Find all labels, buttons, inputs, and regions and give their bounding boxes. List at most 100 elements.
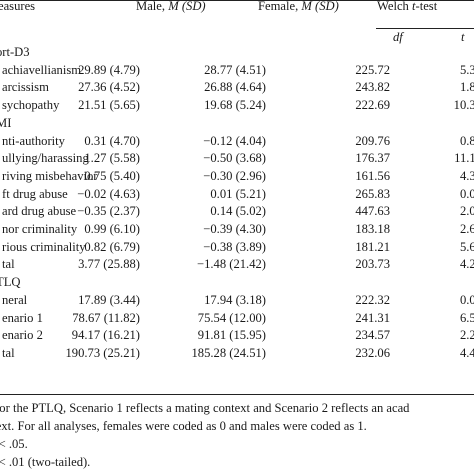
row-female-value: 26.88 (4.64)	[204, 80, 266, 95]
row-label: tal	[2, 257, 15, 272]
note-line-3: p < .05.	[0, 435, 28, 453]
row-female-value: −0.39 (4.30)	[203, 222, 266, 236]
row-t-value: 6.53	[459, 310, 474, 325]
table-row: nti-authority 0.31 (4.70) −0.12 (4.04) 209.…	[0, 134, 474, 151]
row-df-value: 222.32	[355, 292, 390, 307]
row-male-value: 29.89 (4.79)	[78, 62, 140, 77]
table-bottom-rule	[0, 394, 474, 395]
row-t-value: 0.02	[459, 292, 474, 307]
row-female-value: 185.28 (24.51)	[191, 345, 266, 360]
row-df-value: 234.57	[355, 328, 390, 343]
header-male: Male, M (SD)	[136, 0, 206, 14]
row-label: enario 1	[2, 310, 43, 325]
row-label: ort-D3	[0, 45, 30, 59]
row-label: nti-authority	[2, 133, 65, 148]
table-row: riving misbehavior 0.75 (5.40) −0.30 (2.96…	[0, 169, 474, 186]
row-male-value: 0.82 (6.79)	[84, 239, 140, 254]
row-df-value: 181.21	[355, 239, 390, 254]
row-df-value: 161.56	[355, 168, 390, 183]
header-male-prefix: Male,	[136, 0, 169, 13]
table-row: sychopathy 21.51 (5.65) 19.68 (5.24) 222.69…	[0, 98, 474, 115]
header-sub-rule	[376, 28, 474, 29]
row-male-value: 0.75 (5.40)	[84, 168, 140, 183]
row-label: tal	[2, 345, 15, 360]
row-df-value: 241.31	[355, 310, 390, 325]
table-row: TLQ	[0, 275, 474, 292]
row-label: TLQ	[0, 275, 21, 290]
row-female-value: −1.48 (21.42)	[196, 257, 266, 272]
row-male-value: −0.02 (4.63)	[77, 186, 140, 201]
row-label: neral	[2, 292, 28, 307]
row-female-value: 28.77 (4.51)	[204, 62, 266, 77]
header-welch-prefix: Welch	[377, 0, 413, 13]
table-row: tal 190.73 (25.21) 185.28 (24.51) 232.06 4.4…	[0, 346, 474, 363]
row-label: MI	[0, 115, 12, 130]
row-df-value: 225.72	[355, 62, 390, 77]
row-female-value: −0.50 (3.68)	[203, 151, 266, 166]
row-label: enario 2	[2, 328, 43, 343]
header-welch: Welch t-test	[377, 0, 437, 14]
row-female-value: 0.01 (5.21)	[210, 186, 266, 201]
row-t-value: 10.33	[453, 98, 474, 113]
note-line-4: p < .01 (two-tailed).	[0, 453, 90, 471]
row-label: riving misbehavior	[2, 168, 98, 183]
row-t-value: 0.09	[459, 186, 474, 201]
row-df-value: 176.37	[355, 151, 390, 166]
row-label: ard drug abuse	[2, 204, 77, 219]
table-row: ft drug abuse −0.02 (4.63) 0.01 (5.21) 265.…	[0, 187, 474, 204]
row-male-value: 0.31 (4.70)	[84, 133, 140, 148]
row-t-value: 11.18	[454, 151, 474, 166]
table-row: tal 3.77 (25.88) −1.48 (21.42) 203.73 4.26	[0, 257, 474, 274]
header-female-prefix: Female,	[258, 0, 302, 13]
row-female-value: −0.12 (4.04)	[203, 133, 266, 148]
row-t-value: 0.83	[459, 133, 474, 148]
table-row: neral 17.89 (3.44) 17.94 (3.18) 222.32 0.02	[0, 293, 474, 310]
row-label: rious criminality	[2, 239, 86, 254]
row-male-value: 21.51 (5.65)	[78, 98, 140, 113]
row-female-value: 0.14 (5.02)	[210, 204, 266, 219]
table-row: arcissism 27.36 (4.52) 26.88 (4.64) 243.82 1…	[0, 80, 474, 97]
row-df-value: 243.82	[355, 80, 390, 95]
row-df-value: 265.83	[355, 186, 390, 201]
header-welch-t: t	[412, 0, 416, 13]
row-male-value: 3.77 (25.88)	[78, 257, 140, 272]
row-male-value: 1.27 (5.58)	[84, 151, 140, 166]
table-row: nor criminality 0.99 (6.10) −0.39 (4.30) 18…	[0, 222, 474, 239]
row-female-value: −0.38 (3.89)	[203, 239, 266, 254]
row-t-value: 5.64	[459, 239, 474, 254]
row-t-value: 2.01	[459, 204, 474, 219]
header-female: Female, M (SD)	[258, 0, 339, 14]
header-measures: easures	[0, 0, 35, 14]
row-t-value: 2.24	[459, 328, 474, 343]
table-row: MI	[0, 116, 474, 133]
row-t-value: 1.84	[459, 80, 474, 95]
table-row: ard drug abuse −0.35 (2.37) 0.14 (5.02) 447…	[0, 204, 474, 221]
row-female-value: 19.68 (5.24)	[204, 98, 266, 113]
row-male-value: 190.73 (25.21)	[65, 345, 140, 360]
row-label: arcissism	[2, 80, 49, 95]
note-line-3-text: p < .05.	[0, 437, 28, 451]
row-label: nor criminality	[2, 222, 78, 236]
header-t: t	[461, 30, 465, 44]
row-female-value: 17.94 (3.18)	[204, 292, 266, 307]
table-row: enario 1 78.67 (11.82) 75.54 (12.00) 241.31…	[0, 311, 474, 328]
table-row: achiavellianism 29.89 (4.79) 28.77 (4.51) 2…	[0, 63, 474, 80]
header-male-stat: M (SD)	[168, 0, 206, 13]
table-top-rule	[0, 0, 474, 1]
row-male-value: 27.36 (4.52)	[78, 80, 140, 95]
note-line-2: ntext. For all analyses, females were co…	[0, 419, 367, 433]
row-df-value: 447.63	[355, 204, 390, 219]
note-line-1: . For the PTLQ, Scenario 1 reflects a ma…	[0, 401, 410, 415]
row-t-value: 5.31	[459, 62, 474, 77]
row-female-value: 91.81 (15.95)	[197, 328, 266, 343]
table-row: ort-D3	[0, 45, 474, 62]
row-male-value: 78.67 (11.82)	[72, 310, 140, 325]
row-male-value: 0.99 (6.10)	[84, 222, 140, 236]
row-male-value: 94.17 (16.21)	[71, 328, 140, 343]
row-t-value: 4.46	[459, 345, 474, 360]
header-female-stat: M (SD)	[301, 0, 339, 13]
row-df-value: 232.06	[355, 345, 390, 360]
table-row: ullying/harassing 1.27 (5.58) −0.50 (3.68)…	[0, 151, 474, 168]
row-t-value: 4.26	[459, 257, 474, 272]
